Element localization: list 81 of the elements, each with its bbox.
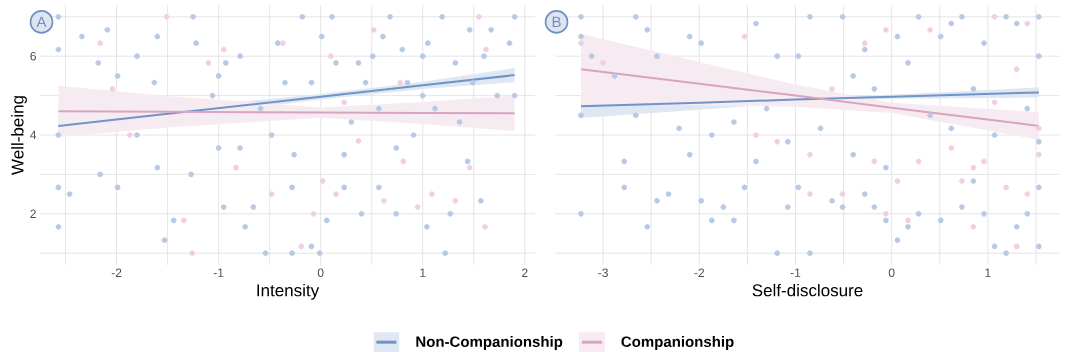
point — [429, 191, 435, 197]
x-axis-title: Intensity — [257, 283, 320, 300]
point — [861, 40, 868, 46]
point — [894, 178, 901, 184]
point — [298, 243, 305, 250]
point — [927, 27, 933, 33]
point — [109, 86, 116, 92]
point — [981, 158, 987, 165]
point — [1013, 243, 1020, 250]
point — [839, 191, 846, 197]
x-tick-label: 0 — [317, 268, 324, 278]
point — [476, 14, 482, 20]
point — [1024, 191, 1031, 197]
point — [452, 197, 459, 204]
point — [400, 158, 407, 165]
point — [948, 145, 955, 151]
point — [205, 60, 212, 66]
point — [1036, 125, 1042, 132]
point — [233, 164, 239, 171]
point — [959, 178, 965, 184]
y-axis-title: Well-being — [11, 96, 27, 175]
point — [1024, 20, 1031, 27]
point — [871, 158, 878, 165]
point — [163, 14, 170, 20]
point — [414, 204, 421, 210]
point — [753, 132, 759, 138]
point — [370, 27, 377, 33]
annotation: A — [36, 16, 47, 28]
y-tick-label: 2 — [30, 209, 36, 218]
x-tick-label: -1 — [213, 268, 224, 277]
point — [220, 46, 227, 53]
legend-label: Non-Companionship — [416, 336, 563, 350]
point — [991, 14, 998, 20]
x-tick-label: -2 — [694, 268, 705, 277]
point — [341, 99, 347, 106]
x-tick-label: -1 — [790, 268, 801, 277]
point — [807, 191, 813, 197]
x-tick-label: 1 — [985, 268, 991, 277]
point — [883, 210, 889, 217]
point — [991, 99, 998, 106]
point — [482, 223, 488, 230]
point — [1003, 184, 1009, 191]
x-tick-label: 0 — [888, 268, 895, 278]
point — [181, 217, 187, 224]
point — [829, 86, 835, 92]
point — [397, 79, 404, 86]
point — [741, 33, 748, 40]
point — [970, 164, 977, 171]
point — [1036, 151, 1042, 158]
y-tick-label: 4 — [30, 130, 37, 140]
annotation: B — [552, 16, 561, 28]
point — [333, 191, 339, 197]
point — [310, 210, 317, 217]
y-tick-label: 6 — [30, 51, 36, 61]
point — [970, 223, 977, 230]
point — [127, 132, 133, 138]
point — [319, 178, 326, 184]
point — [466, 164, 473, 171]
point — [189, 250, 195, 256]
point — [97, 40, 104, 47]
x-axis-title: Self-disclosure — [752, 283, 863, 297]
point — [381, 197, 387, 204]
line-series — [57, 74, 516, 127]
point — [328, 53, 334, 59]
point — [355, 138, 362, 144]
point — [1013, 66, 1020, 72]
x-tick-label: 1 — [420, 268, 426, 277]
legend-label: Companionship — [621, 336, 734, 350]
x-tick-label: -3 — [598, 268, 608, 278]
point — [600, 60, 606, 66]
point — [883, 27, 889, 33]
point — [483, 46, 489, 53]
point — [268, 191, 275, 197]
point — [915, 158, 922, 165]
point — [774, 138, 780, 145]
point — [807, 151, 813, 158]
point — [905, 217, 911, 224]
x-tick-label: 2 — [522, 268, 528, 277]
point — [280, 40, 286, 47]
x-tick-label: -2 — [111, 268, 122, 277]
point — [578, 40, 584, 46]
